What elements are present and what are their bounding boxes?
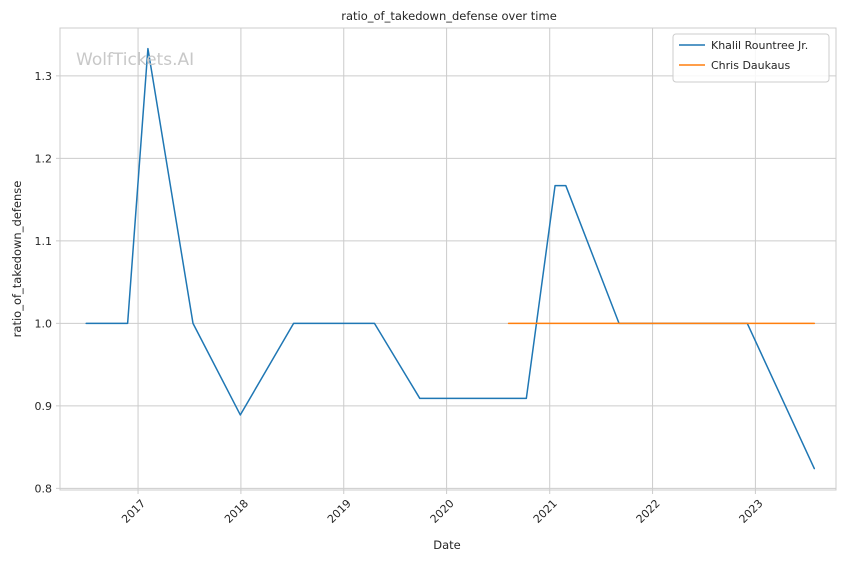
y-tick-label: 1.2	[35, 152, 53, 165]
plot-frame	[59, 27, 837, 491]
y-tick-label: 0.8	[35, 482, 53, 495]
x-axis-label: Date	[433, 538, 461, 552]
legend-label: Khalil Rountree Jr.	[711, 39, 808, 52]
x-tick-label: 2023	[737, 497, 766, 526]
series-lines	[85, 47, 816, 470]
grid	[56, 28, 836, 494]
y-tick-label: 1.3	[35, 70, 53, 83]
y-tick-label: 1.1	[35, 235, 53, 248]
x-tick-label: 2018	[222, 497, 251, 526]
series-line-1	[85, 47, 816, 470]
y-tick-label: 1.0	[35, 317, 53, 330]
legend-box	[672, 33, 830, 83]
y-tick-label: 0.9	[35, 400, 53, 413]
y-tick-labels: 0.8 0.9 1.0 1.1 1.2 1.3	[35, 70, 53, 496]
chart-title: ratio_of_takedown_defense over time	[341, 9, 557, 23]
x-tick-label: 2017	[119, 497, 148, 526]
x-tick-labels: 2017 2018 2019 2020 2021 2022 2023	[119, 497, 765, 526]
x-tick-label: 2021	[531, 497, 560, 526]
legend: Khalil Rountree Jr. Chris Daukaus	[672, 33, 830, 83]
x-tick-label: 2020	[428, 497, 457, 526]
legend-label: Chris Daukaus	[711, 59, 791, 72]
x-tick-label: 2022	[634, 497, 663, 526]
y-axis-label: ratio_of_takedown_defense	[10, 181, 24, 338]
x-tick-label: 2019	[325, 497, 354, 526]
watermark: WolfTickets.AI	[76, 50, 194, 70]
